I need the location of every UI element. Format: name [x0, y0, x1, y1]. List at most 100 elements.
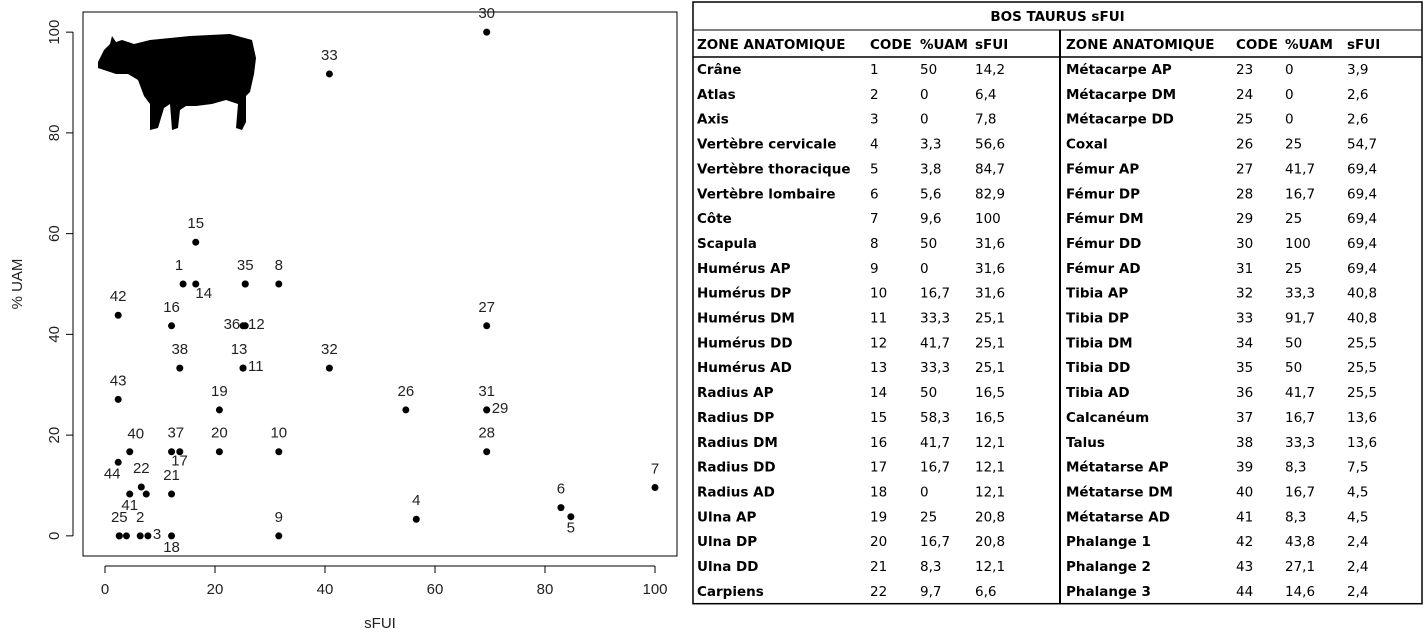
- point-label: 8: [275, 257, 283, 274]
- value-cell: 50: [1285, 360, 1302, 376]
- value-cell: 16,7: [920, 460, 950, 476]
- point: [179, 280, 187, 288]
- value-cell: 4,5: [1347, 509, 1368, 525]
- value-cell: 100: [975, 211, 1001, 227]
- value-cell: 15: [870, 410, 887, 426]
- zone-cell: Métatarse DM: [1066, 484, 1173, 500]
- value-cell: 27,1: [1285, 559, 1315, 575]
- point-label: 7: [651, 460, 659, 477]
- column-header: CODE: [870, 37, 912, 53]
- point-label: 36: [224, 316, 241, 333]
- point-label: 2: [136, 509, 144, 526]
- value-cell: 8,3: [1285, 509, 1306, 525]
- value-cell: 23: [1236, 62, 1253, 78]
- zone-cell: Phalange 2: [1066, 559, 1151, 575]
- zone-cell: Atlas: [697, 87, 736, 103]
- point: [168, 448, 176, 456]
- zone-cell: Ulna AP: [697, 509, 756, 525]
- point-label: 31: [478, 383, 495, 400]
- column-header: %UAM: [920, 37, 968, 53]
- zone-cell: Calcanéum: [1066, 410, 1149, 426]
- value-cell: 20,8: [975, 509, 1005, 525]
- value-cell: 41,7: [1285, 385, 1315, 401]
- value-cell: 14,2: [975, 62, 1005, 78]
- value-cell: 21: [870, 559, 887, 575]
- point: [215, 448, 223, 456]
- zone-cell: Fémur DM: [1066, 211, 1144, 227]
- value-cell: 82,9: [975, 186, 1005, 202]
- point-label: 14: [195, 285, 212, 302]
- point-label: 10: [270, 425, 287, 442]
- value-cell: 33: [1236, 311, 1253, 327]
- zone-cell: Métacarpe DM: [1066, 87, 1176, 103]
- point-label: 38: [171, 341, 188, 358]
- value-cell: 43: [1236, 559, 1253, 575]
- value-cell: 16,5: [975, 410, 1005, 426]
- value-cell: 50: [920, 385, 937, 401]
- zone-cell: Phalange 3: [1066, 584, 1151, 600]
- point-label: 12: [248, 316, 265, 333]
- value-cell: 44: [1236, 584, 1253, 600]
- zone-cell: Radius DD: [697, 460, 776, 476]
- point: [483, 448, 491, 456]
- value-cell: 12,1: [975, 435, 1005, 451]
- zone-cell: Fémur DD: [1066, 236, 1141, 252]
- value-cell: 12,1: [975, 559, 1005, 575]
- value-cell: 2,4: [1347, 534, 1368, 550]
- point-label: 44: [104, 465, 121, 482]
- value-cell: 41,7: [1285, 161, 1315, 177]
- value-cell: 39: [1236, 460, 1253, 476]
- zone-cell: Métatarse AD: [1066, 509, 1170, 525]
- value-cell: 1: [870, 62, 879, 78]
- table-title: BOS TAURUS sFUI: [990, 9, 1124, 25]
- x-tick-label: 100: [642, 581, 667, 598]
- point-label: 25: [111, 509, 128, 526]
- value-cell: 41,7: [920, 435, 950, 451]
- value-cell: 50: [1285, 335, 1302, 351]
- point: [168, 322, 176, 330]
- value-cell: 24: [1236, 87, 1253, 103]
- y-tick-label: 60: [46, 225, 63, 242]
- value-cell: 37: [1236, 410, 1253, 426]
- point-label: 16: [163, 299, 180, 316]
- zone-cell: Scapula: [697, 236, 757, 252]
- value-cell: 25,5: [1347, 335, 1377, 351]
- point: [483, 28, 491, 36]
- value-cell: 9: [870, 261, 879, 277]
- y-tick-label: 40: [46, 326, 63, 343]
- point: [483, 406, 491, 414]
- value-cell: 26: [1236, 137, 1253, 153]
- value-cell: 16,7: [1285, 410, 1315, 426]
- value-cell: 25: [1285, 137, 1302, 153]
- value-cell: 12,1: [975, 484, 1005, 500]
- value-cell: 0: [1285, 62, 1294, 78]
- point-label: 43: [110, 372, 127, 389]
- value-cell: 0: [1285, 112, 1294, 128]
- value-cell: 17: [870, 460, 887, 476]
- x-axis-label: sFUI: [364, 615, 396, 632]
- point: [176, 364, 184, 372]
- value-cell: 13: [870, 360, 887, 376]
- value-cell: 14: [870, 385, 887, 401]
- value-cell: 4,5: [1347, 484, 1368, 500]
- value-cell: 91,7: [1285, 311, 1315, 327]
- y-tick-label: 0: [46, 532, 63, 540]
- value-cell: 11: [870, 311, 887, 327]
- value-cell: 29: [1236, 211, 1253, 227]
- value-cell: 50: [920, 62, 937, 78]
- value-cell: 6,4: [975, 87, 996, 103]
- point-label: 18: [163, 539, 180, 556]
- value-cell: 12: [870, 335, 887, 351]
- point-label: 17: [171, 453, 188, 470]
- value-cell: 3,8: [920, 161, 941, 177]
- zone-cell: Humérus DP: [697, 286, 791, 302]
- value-cell: 69,4: [1347, 161, 1377, 177]
- value-cell: 6: [870, 186, 879, 202]
- value-cell: 9,7: [920, 584, 941, 600]
- zone-cell: Tibia DD: [1066, 360, 1130, 376]
- column-header: %UAM: [1285, 37, 1333, 53]
- value-cell: 5: [870, 161, 879, 177]
- value-cell: 41: [1236, 509, 1253, 525]
- value-cell: 2,4: [1347, 584, 1368, 600]
